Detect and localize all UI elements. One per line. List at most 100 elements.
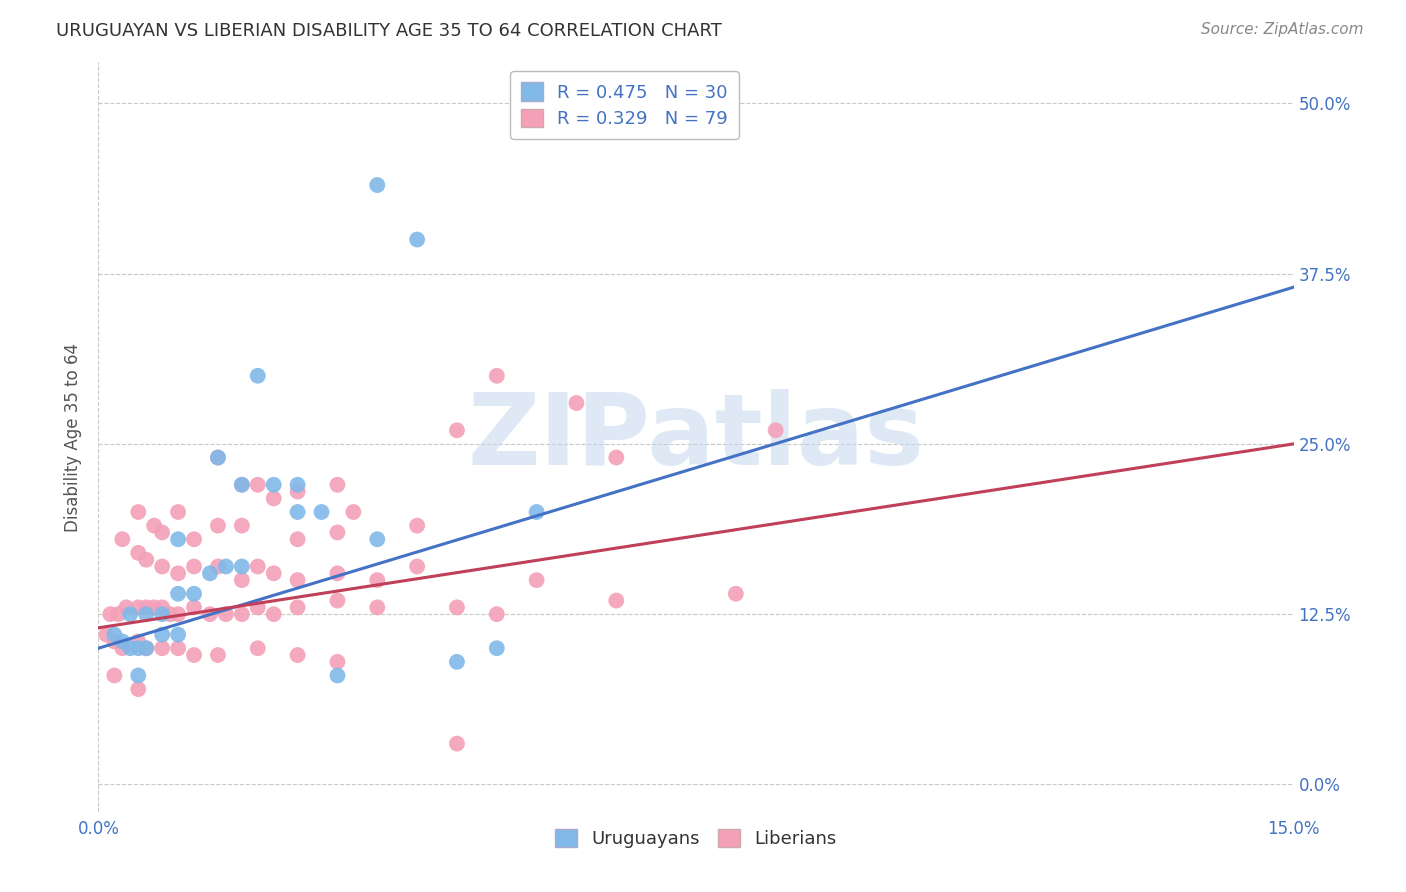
Point (167, 587, 190, 601)
Point (127, 668, 149, 682)
Point (366, 573, 388, 587)
Point (287, 533, 309, 547)
Point (326, 668, 349, 682)
Point (207, 648, 229, 662)
Point (183, 648, 205, 662)
Point (446, 737, 468, 751)
Point (485, 368, 508, 383)
Point (406, 518, 429, 533)
Point (366, 178, 388, 192)
Point (150, 600, 173, 615)
Point (127, 505, 149, 519)
Point (103, 627, 125, 641)
Point (167, 627, 190, 641)
Point (326, 477, 349, 491)
Point (150, 607, 173, 622)
Point (120, 607, 142, 622)
Point (246, 368, 269, 383)
Point (326, 525, 349, 540)
Point (120, 641, 142, 656)
Point (150, 627, 173, 641)
Point (127, 600, 149, 615)
Point (231, 559, 253, 574)
Point (127, 634, 149, 648)
Point (406, 559, 429, 574)
Point (605, 593, 627, 607)
Point (263, 491, 285, 506)
Point (485, 641, 508, 656)
Point (485, 607, 508, 622)
Point (111, 533, 134, 547)
Point (446, 655, 468, 669)
Point (263, 607, 285, 622)
Point (287, 648, 309, 662)
Point (135, 607, 157, 622)
Point (231, 477, 253, 491)
Point (115, 600, 138, 615)
Point (98, 607, 122, 622)
Point (207, 559, 229, 574)
Point (183, 587, 205, 601)
Point (326, 593, 349, 607)
Point (207, 450, 229, 465)
Legend: Uruguayans, Liberians: Uruguayans, Liberians (548, 822, 844, 855)
Point (231, 573, 253, 587)
Point (446, 423, 468, 437)
Point (150, 641, 173, 656)
Point (263, 477, 285, 491)
Point (183, 533, 205, 547)
Point (167, 505, 190, 519)
Point (198, 607, 221, 622)
Point (183, 600, 205, 615)
Point (311, 505, 333, 519)
Point (246, 641, 269, 656)
Point (207, 518, 229, 533)
Point (159, 607, 181, 622)
Point (215, 559, 238, 574)
Point (246, 559, 269, 574)
Point (215, 607, 238, 622)
Point (103, 668, 125, 682)
Point (127, 546, 149, 560)
Point (526, 573, 548, 587)
Point (287, 505, 309, 519)
Point (96, 627, 118, 641)
Point (111, 641, 134, 656)
Point (366, 600, 388, 615)
Point (127, 682, 149, 697)
Point (326, 655, 349, 669)
Point (167, 566, 190, 581)
Point (326, 566, 349, 581)
Point (231, 518, 253, 533)
Point (135, 641, 157, 656)
Point (231, 607, 253, 622)
Point (287, 573, 309, 587)
Point (167, 641, 190, 656)
Point (565, 396, 588, 410)
Point (150, 559, 173, 574)
Point (135, 600, 157, 615)
Point (287, 484, 309, 499)
Point (446, 600, 468, 615)
Point (107, 607, 129, 622)
Point (183, 559, 205, 574)
Point (150, 525, 173, 540)
Point (143, 600, 166, 615)
Y-axis label: Disability Age 35 to 64: Disability Age 35 to 64 (65, 343, 83, 532)
Text: URUGUAYAN VS LIBERIAN DISABILITY AGE 35 TO 64 CORRELATION CHART: URUGUAYAN VS LIBERIAN DISABILITY AGE 35 … (56, 22, 723, 40)
Point (342, 505, 364, 519)
Point (207, 450, 229, 465)
Point (167, 533, 190, 547)
Point (143, 518, 166, 533)
Point (287, 477, 309, 491)
Point (366, 533, 388, 547)
Text: Source: ZipAtlas.com: Source: ZipAtlas.com (1201, 22, 1364, 37)
Point (246, 600, 269, 615)
Point (167, 607, 190, 622)
Point (111, 634, 134, 648)
Point (605, 450, 627, 465)
Point (406, 233, 429, 247)
Point (135, 641, 157, 656)
Point (103, 634, 125, 648)
Point (287, 600, 309, 615)
